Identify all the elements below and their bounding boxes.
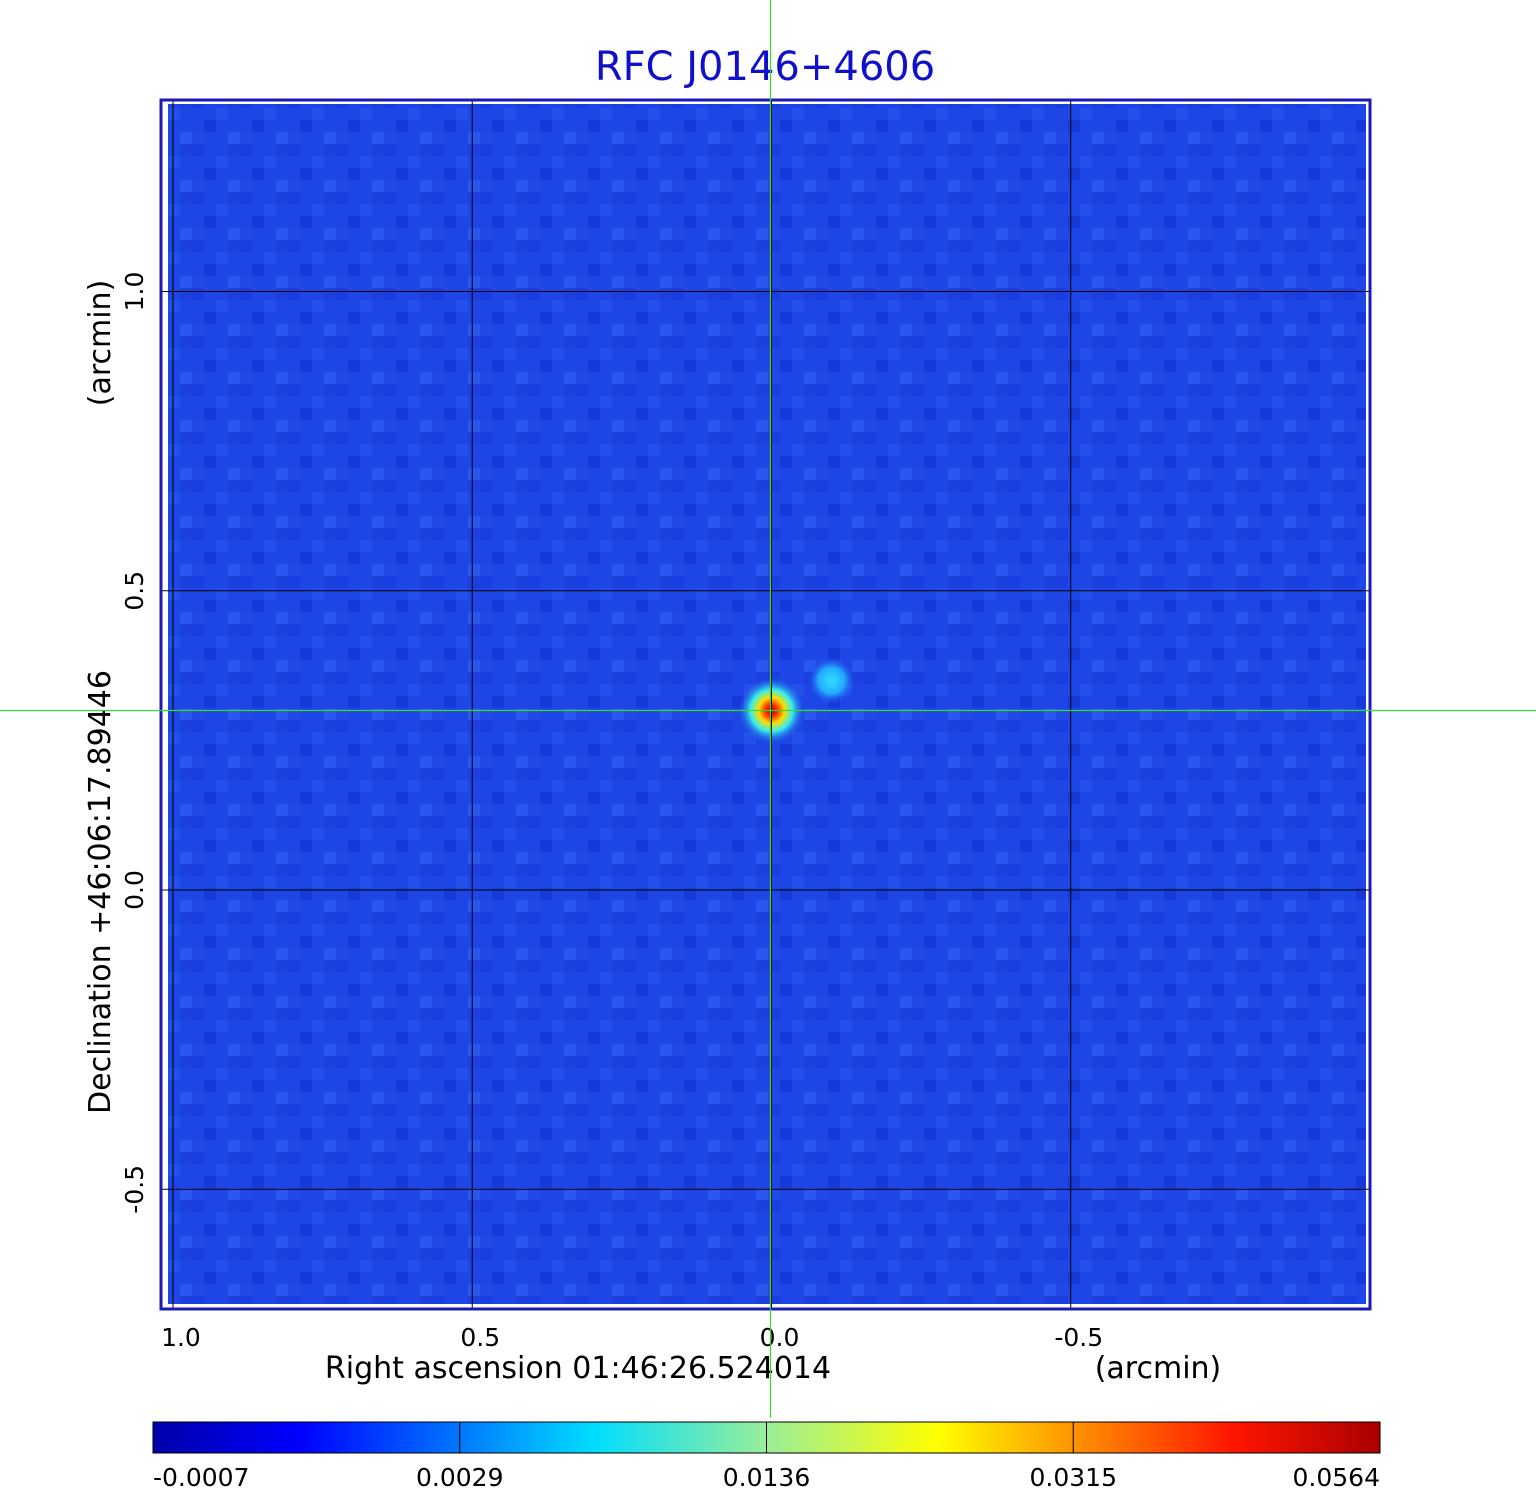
colorbar-label: 0.0564 — [1293, 1463, 1380, 1492]
x-axis-unit: (arcmin) — [1095, 1351, 1222, 1386]
x-tick-label: -0.5 — [1054, 1323, 1103, 1352]
y-tick-label: 0.5 — [120, 571, 149, 611]
grid-lines — [161, 100, 1370, 1309]
y-tick-label: 1.0 — [120, 272, 149, 312]
colorbar-label: -0.0007 — [153, 1463, 250, 1492]
x-tick-label: 1.0 — [161, 1323, 201, 1352]
colorbar-label: 0.0029 — [416, 1463, 503, 1492]
x-tick-labels: 1.0 0.5 0.0 -0.5 — [161, 1323, 1103, 1352]
crosshair — [0, 0, 1536, 1418]
x-axis-label: Right ascension 01:46:26.524014 — [325, 1351, 831, 1386]
source-2 — [807, 656, 856, 705]
colorbar-label: 0.0136 — [723, 1463, 810, 1492]
plot-frame — [159, 98, 1372, 1311]
y-axis-unit: (arcmin) — [83, 280, 118, 407]
y-tick-label: 0.0 — [120, 870, 149, 910]
x-tick-label: 0.0 — [760, 1323, 800, 1352]
colorbar-label: 0.0315 — [1030, 1463, 1117, 1492]
chart-title: RFC J0146+4606 — [595, 44, 935, 90]
y-tick-labels: 1.0 0.5 0.0 -0.5 — [120, 272, 149, 1214]
x-tick-label: 0.5 — [460, 1323, 500, 1352]
y-axis-label: Declination +46:06:17.89446 — [83, 670, 118, 1114]
y-tick-label: -0.5 — [120, 1165, 149, 1214]
colorbar-labels: -0.0007 0.0029 0.0136 0.0315 0.0564 — [153, 1422, 1380, 1492]
